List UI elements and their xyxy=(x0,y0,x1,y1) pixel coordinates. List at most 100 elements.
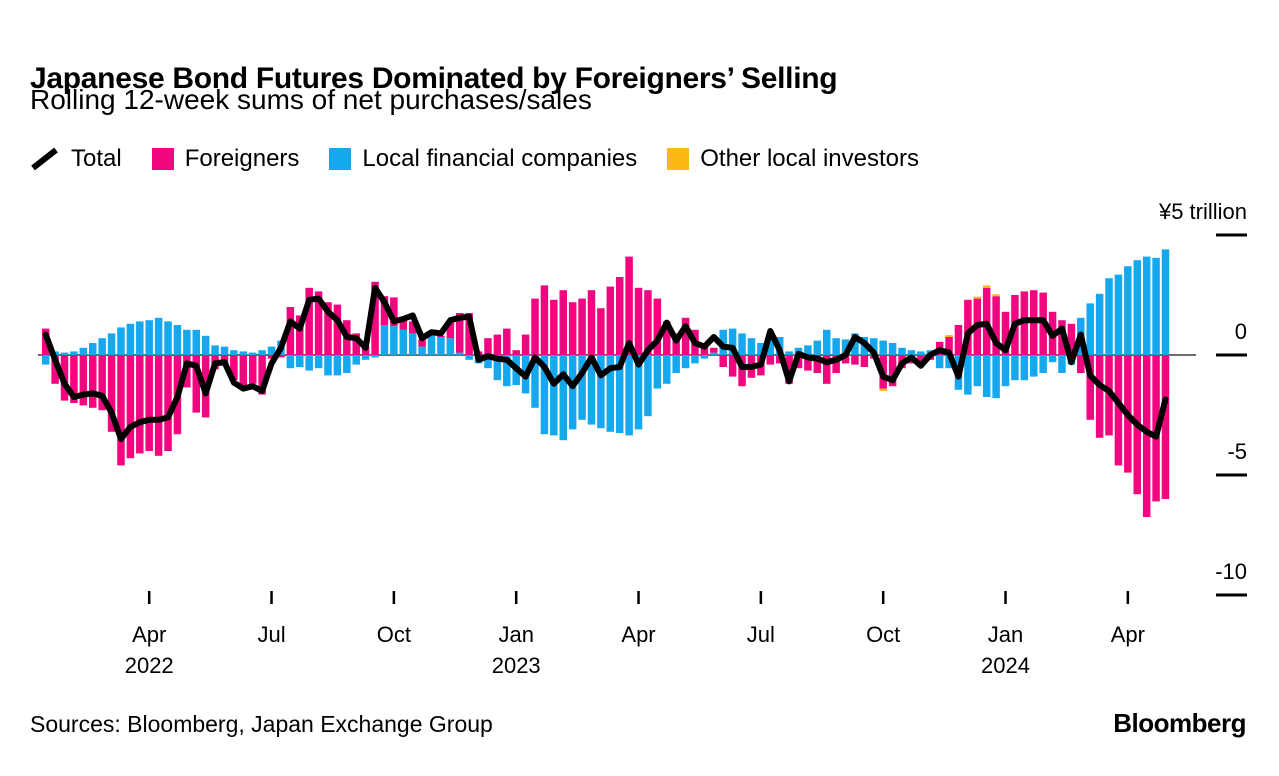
bar-foreigners xyxy=(399,316,408,330)
bar-foreigners xyxy=(305,287,313,355)
bar-foreigners xyxy=(672,333,680,355)
bar-foreigners xyxy=(1001,311,1010,355)
bar-foreigners xyxy=(653,298,662,355)
bar-local xyxy=(484,355,492,369)
y-axis-label: ¥5 trillion xyxy=(1158,199,1247,224)
bar-foreigners xyxy=(277,355,285,358)
bar-foreigners xyxy=(521,334,530,355)
bar-local xyxy=(183,329,191,355)
bar-local xyxy=(1086,303,1094,355)
bar-local xyxy=(1039,355,1047,373)
bar-local xyxy=(455,352,464,355)
bar-local xyxy=(870,338,878,355)
bar-foreigners xyxy=(314,291,323,355)
bar-local xyxy=(465,355,473,360)
x-axis-month-label: Jan xyxy=(498,622,533,647)
bar-foreigners xyxy=(785,355,793,384)
bar-local xyxy=(625,355,633,436)
x-axis-month-label: Jul xyxy=(747,622,775,647)
bar-foreigners xyxy=(1142,355,1151,517)
bar-local xyxy=(286,355,295,369)
y-axis-label: 0 xyxy=(1235,319,1247,344)
bar-local xyxy=(117,327,125,355)
bar-foreigners xyxy=(418,339,426,347)
legend-label-other-local-investors: Other local investors xyxy=(700,145,920,172)
bar-foreigners xyxy=(832,355,840,373)
bar-local xyxy=(691,355,699,364)
x-axis-year-label: 2024 xyxy=(981,653,1030,678)
bar-local xyxy=(982,355,991,397)
bar-local xyxy=(606,355,615,432)
bar-local xyxy=(1161,249,1170,355)
bar-foreigners xyxy=(512,350,520,355)
bar-local xyxy=(70,351,78,355)
y-axis-label: -10 xyxy=(1215,559,1247,584)
bar-local xyxy=(898,347,906,355)
x-axis-month-label: Oct xyxy=(866,622,900,647)
bar-local xyxy=(305,355,313,371)
bar-local xyxy=(1095,293,1104,355)
legend-item-total: Total xyxy=(30,145,122,173)
bar-foreigners xyxy=(126,355,135,459)
bloomberg-logo: Bloomberg xyxy=(1113,708,1246,738)
bar-foreigners xyxy=(888,355,897,387)
bar-local xyxy=(192,329,201,355)
bar-foreigners xyxy=(540,285,549,355)
bar-foreigners xyxy=(503,328,511,355)
bar-foreigners xyxy=(98,355,106,411)
bar-other xyxy=(945,335,953,337)
x-axis-year-label: 2023 xyxy=(492,653,541,678)
bar-foreigners xyxy=(531,298,539,355)
legend-label-foreigners: Foreigners xyxy=(184,145,300,172)
bar-local xyxy=(267,346,276,355)
bar-foreigners xyxy=(841,355,850,364)
bar-local xyxy=(700,355,709,359)
bar-foreigners xyxy=(945,337,953,355)
bar-local xyxy=(907,350,916,355)
bar-local xyxy=(615,355,624,433)
bar-foreigners xyxy=(333,304,342,355)
bar-foreigners xyxy=(738,355,746,387)
x-axis-month-label: Jul xyxy=(257,622,285,647)
bar-foreigners xyxy=(371,281,379,355)
bar-foreigners xyxy=(248,355,257,384)
bar-foreigners xyxy=(644,290,652,355)
bar-foreigners xyxy=(804,355,812,371)
bar-foreigners xyxy=(681,317,690,355)
bar-local xyxy=(201,335,210,355)
bar-other xyxy=(973,296,982,299)
bar-local xyxy=(173,325,182,355)
bar-foreigners xyxy=(1077,355,1085,373)
bar-local xyxy=(935,355,944,369)
bar-local xyxy=(361,355,370,360)
bar-local xyxy=(126,323,135,355)
bar-local xyxy=(747,338,756,355)
bar-foreigners xyxy=(380,296,389,325)
bar-foreigners xyxy=(145,355,153,451)
legend-item-other-local-investors: Other local investors xyxy=(667,145,919,173)
footer: Sources: Bloomberg, Japan Exchange Group… xyxy=(30,708,1246,739)
legend-label-local-financial-companies: Local financial companies xyxy=(362,145,638,172)
bar-local xyxy=(992,355,1000,399)
bar-local xyxy=(390,326,398,355)
bar-foreigners xyxy=(568,302,577,355)
bar-local xyxy=(757,343,765,355)
bar-local xyxy=(258,350,266,355)
bar-local xyxy=(343,355,351,373)
bar-local xyxy=(89,343,97,355)
bar-local xyxy=(380,325,389,355)
bar-foreigners xyxy=(117,355,125,466)
bar-foreigners xyxy=(578,298,586,355)
bar-local xyxy=(145,320,153,355)
bar-local xyxy=(766,333,775,355)
x-axis-month-label: Apr xyxy=(621,622,655,647)
local-swatch-icon xyxy=(329,148,352,170)
bar-foreigners xyxy=(822,355,831,384)
bar-local xyxy=(945,355,953,369)
bar-foreigners xyxy=(606,286,615,355)
bar-local xyxy=(352,355,360,365)
bar-foreigners xyxy=(192,355,201,413)
bar-local xyxy=(851,333,859,355)
bar-foreigners xyxy=(484,338,492,355)
